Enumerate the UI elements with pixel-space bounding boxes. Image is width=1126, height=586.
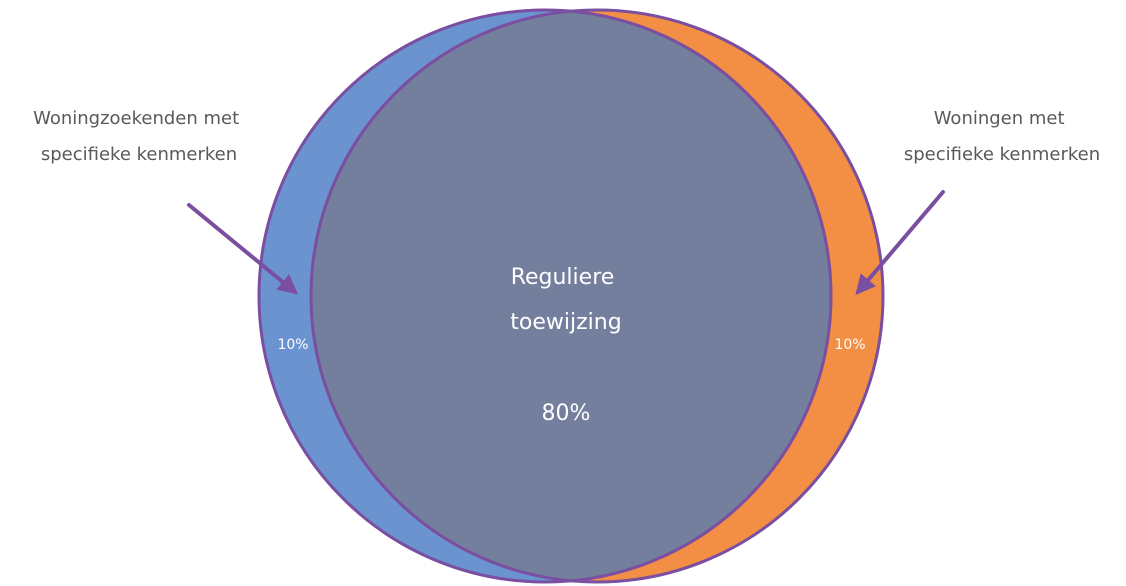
left-label-line1: Woningzoekenden met bbox=[33, 108, 239, 129]
left-label: Woningzoekenden met specifieke kenmerken bbox=[33, 108, 245, 165]
right-percent: 10% bbox=[834, 337, 865, 353]
overlap-region bbox=[311, 10, 831, 582]
right-label-line1: Woningen met bbox=[934, 108, 1065, 129]
left-label-line2: specifieke kenmerken bbox=[41, 144, 237, 165]
right-set-outline bbox=[309, 8, 885, 584]
center-label-line1: Reguliere bbox=[511, 265, 615, 290]
left-arrow bbox=[187, 203, 299, 295]
right-arrow bbox=[855, 190, 945, 296]
right-label: Woningen met specifieke kenmerken bbox=[904, 108, 1100, 165]
left-set-outline bbox=[257, 8, 833, 584]
center-label-line2: toewijzing bbox=[510, 310, 621, 335]
right-label-line2: specifieke kenmerken bbox=[904, 144, 1100, 165]
center-percent: 80% bbox=[542, 401, 591, 426]
left-percent: 10% bbox=[277, 337, 308, 353]
center-label: Reguliere toewijzing bbox=[510, 265, 621, 335]
